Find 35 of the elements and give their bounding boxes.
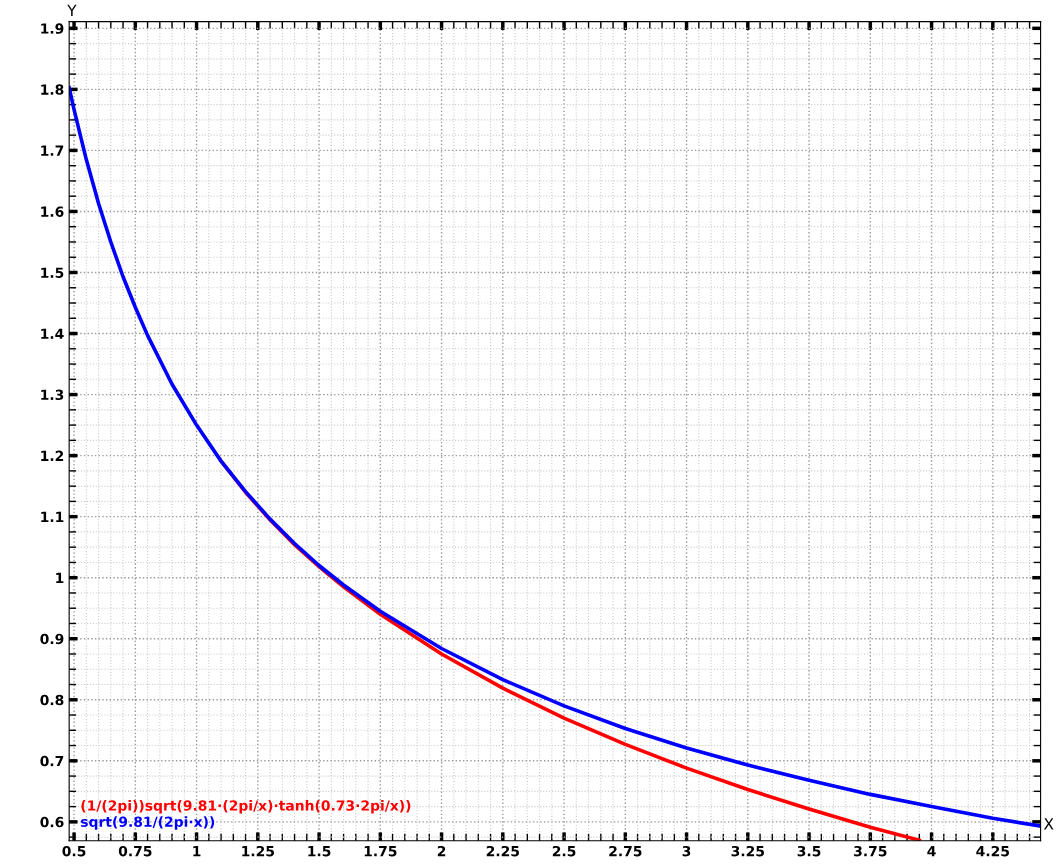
y-tick-label: 1.5	[41, 267, 64, 278]
y-tick-label: 0.6	[40, 816, 64, 828]
x-tick-label: 2.25	[486, 845, 519, 857]
y-tick-label: 1.4	[41, 328, 64, 339]
line-series	[69, 85, 1041, 828]
y-tick-label: 1.3	[41, 389, 64, 401]
x-tick-label: 1.25	[242, 845, 274, 857]
y-tick-label: 1.9	[41, 23, 64, 34]
y-tick-label: 0.8	[40, 694, 64, 706]
x-tick-label: 3.75	[854, 845, 887, 857]
x-tick-label: 1	[193, 846, 201, 857]
x-tick-label: 2.75	[609, 845, 642, 857]
x-tick-label: 3.5	[797, 845, 821, 857]
x-tick-label: 0.75	[118, 845, 152, 857]
x-tick-label: 3.25	[731, 845, 764, 857]
x-axis-title: X	[1043, 818, 1054, 830]
y-tick-label: 1.1	[41, 511, 64, 522]
x-tick-label: 3	[682, 845, 691, 857]
x-tick-label: 4.25	[976, 845, 1009, 857]
x-tick-label: 1.75	[364, 846, 397, 857]
text: (1/(2pi))sqrt(9.81·(2pi/x)·tanh(0.73·2pi/x))	[81, 800, 411, 814]
y-axis-title: Y	[67, 4, 77, 16]
x-tick-label: 2	[437, 845, 446, 857]
y-tick-label: 1.7	[41, 145, 64, 156]
x-tick-label: 1.5	[308, 846, 331, 857]
y-tick-label: 1	[56, 572, 64, 583]
y-tick-label: 0.7	[40, 755, 64, 767]
x-tick-label: 0.5	[62, 845, 86, 857]
y-tick-label: 0.9	[40, 633, 64, 645]
x-tick-label: 4	[927, 846, 936, 857]
y-tick-label: 1.8	[41, 84, 64, 95]
text: sqrt(9.81/(2pi·x))	[80, 816, 215, 830]
y-tick-label: 1.2	[41, 450, 64, 461]
y-tick-label: 1.6	[41, 206, 64, 217]
x-tick-label: 2.5	[552, 845, 576, 857]
